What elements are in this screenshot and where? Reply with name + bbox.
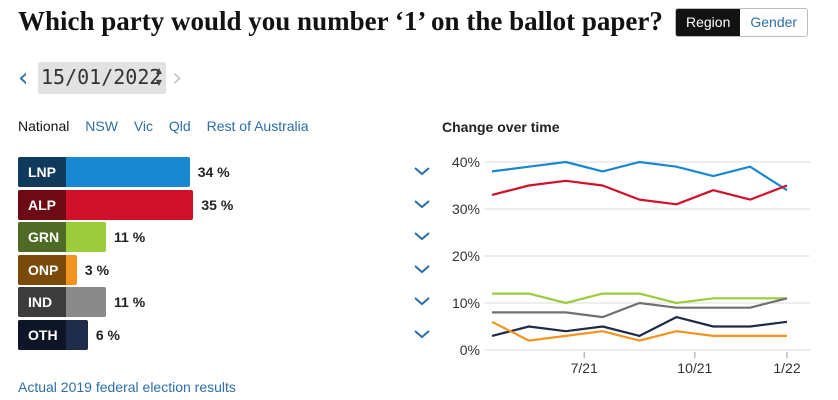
series-line-onp	[491, 320, 787, 342]
series-line-lnp	[491, 160, 788, 192]
date-value: 15/01/2022	[41, 65, 162, 89]
series-line-ind	[492, 297, 788, 319]
party-code: LNP	[18, 157, 66, 187]
date-input[interactable]: 15/01/2022 ▲ ▼	[38, 62, 166, 94]
previous-date-chevron-left-icon[interactable]: ‹	[18, 63, 29, 93]
election-results-link[interactable]: Actual 2019 federal election results	[18, 379, 236, 395]
toggle-gender-button[interactable]: Gender	[740, 9, 808, 36]
party-code: ONP	[18, 254, 66, 285]
region-tabs: National NSW Vic Qld Rest of Australia	[18, 118, 321, 134]
expand-chevron-down-icon[interactable]	[412, 324, 432, 344]
party-bar-alp: ALP	[18, 189, 194, 220]
party-code: ALP	[18, 189, 66, 220]
series-line-alp	[491, 179, 788, 206]
party-bar-lnp: LNP	[18, 157, 190, 187]
page-title: Which party would you number ‘1’ on the …	[18, 6, 663, 36]
expand-chevron-down-icon[interactable]	[412, 291, 432, 311]
party-bar-onp: ONP	[18, 254, 77, 285]
y-tick-label: 30%	[452, 201, 480, 217]
x-tick-label: 1/22	[773, 360, 800, 376]
party-bar-ind: IND	[18, 287, 107, 318]
tab-national[interactable]: National	[18, 118, 70, 134]
party-value: 11 %	[114, 294, 146, 311]
party-code: GRN	[18, 222, 66, 253]
x-tick-label: 10/21	[677, 360, 712, 376]
x-tick-label: 7/21	[571, 360, 598, 376]
expand-chevron-down-icon[interactable]	[412, 161, 432, 181]
party-value: 11 %	[114, 229, 146, 246]
next-date-chevron-right-icon[interactable]: ›	[172, 63, 183, 93]
tab-rest-of-australia[interactable]: Rest of Australia	[206, 118, 309, 134]
party-value: 35 %	[201, 196, 234, 213]
series-line-grn	[492, 292, 787, 305]
expand-chevron-down-icon[interactable]	[412, 194, 432, 214]
view-toggle: Region Gender	[675, 8, 809, 37]
party-value: 6 %	[95, 327, 120, 343]
party-bar-grn: GRN	[18, 222, 107, 253]
party-value: 3 %	[84, 261, 110, 278]
party-code: IND	[18, 287, 66, 318]
y-tick-label: 40%	[452, 154, 480, 170]
tab-nsw[interactable]: NSW	[85, 118, 118, 134]
party-bar-oth: OTH	[18, 320, 88, 350]
toggle-region-button[interactable]: Region	[676, 9, 741, 36]
change-over-time-chart: 0% 10% 20% 30% 40% 7/21 10/21 1/22	[452, 154, 810, 376]
tab-qld[interactable]: Qld	[168, 118, 191, 134]
party-code: OTH	[18, 320, 66, 350]
y-tick-label: 20%	[452, 248, 480, 264]
expand-chevron-down-icon[interactable]	[412, 226, 432, 246]
tab-vic[interactable]: Vic	[133, 118, 154, 134]
series-line-oth	[491, 316, 788, 337]
y-tick-label: 0%	[460, 342, 480, 358]
date-spinner-icon[interactable]: ▲ ▼	[155, 66, 163, 87]
chart-title: Change over time	[442, 119, 560, 135]
party-value: 34 %	[197, 164, 230, 180]
y-tick-label: 10%	[452, 295, 480, 311]
expand-chevron-down-icon[interactable]	[412, 259, 432, 279]
